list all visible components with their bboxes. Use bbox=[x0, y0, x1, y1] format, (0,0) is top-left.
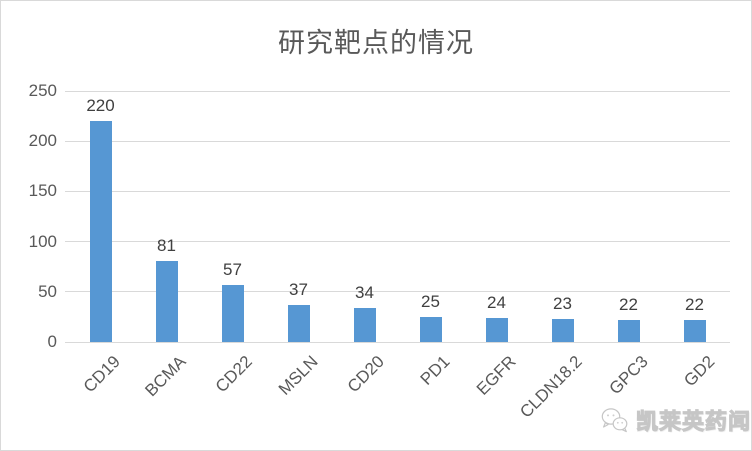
gridline bbox=[65, 140, 730, 142]
bar-value-label: 81 bbox=[157, 236, 176, 255]
watermark: 凯莱英药闻 bbox=[600, 404, 751, 436]
bar bbox=[89, 121, 112, 342]
bar bbox=[485, 318, 508, 342]
bar-value-label: 25 bbox=[421, 292, 440, 311]
x-axis-category-label: GD2 bbox=[679, 352, 718, 391]
chart-title: 研究靶点的情况 bbox=[278, 28, 474, 58]
bar bbox=[617, 320, 640, 342]
bar-value-label: 57 bbox=[223, 260, 242, 279]
wechat-chat-bubbles-icon bbox=[601, 407, 628, 432]
bar bbox=[155, 261, 178, 342]
x-axis-category-label: MSLN bbox=[275, 352, 322, 399]
bar bbox=[221, 285, 244, 342]
bar bbox=[551, 319, 574, 342]
bar-value-label: 23 bbox=[553, 294, 572, 313]
gridline bbox=[65, 190, 730, 192]
y-axis-tick-label: 50 bbox=[38, 281, 57, 301]
x-axis-category-label: BCMA bbox=[141, 352, 190, 401]
y-axis-tick-label: 150 bbox=[28, 181, 57, 201]
gridline bbox=[65, 291, 730, 293]
x-axis-category-label: CD22 bbox=[211, 352, 256, 397]
y-axis-tick-label: 250 bbox=[28, 81, 57, 100]
bar-value-label: 220 bbox=[86, 96, 115, 115]
x-axis-category-label: CLDN18.2 bbox=[516, 352, 586, 422]
x-axis-category-label: GPC3 bbox=[605, 352, 652, 399]
bar bbox=[683, 320, 706, 342]
bar bbox=[353, 308, 376, 342]
bar bbox=[419, 317, 442, 342]
bar-value-label: 34 bbox=[355, 283, 374, 302]
bar-value-label: 22 bbox=[619, 295, 638, 314]
bar bbox=[287, 305, 310, 342]
y-axis-tick-label: 200 bbox=[28, 131, 57, 151]
y-axis-tick-label: 100 bbox=[28, 231, 57, 251]
bar-value-label: 24 bbox=[487, 293, 506, 312]
y-axis-tick-label: 0 bbox=[47, 332, 57, 351]
x-axis-category-label: CD20 bbox=[343, 352, 388, 397]
x-axis-category-label: CD19 bbox=[79, 352, 124, 397]
bar-value-label: 37 bbox=[289, 280, 308, 299]
x-axis-category-label: EGFR bbox=[473, 352, 520, 399]
gridline bbox=[65, 90, 730, 92]
bar-value-label: 22 bbox=[685, 295, 704, 314]
gridline bbox=[65, 241, 730, 243]
gridline bbox=[65, 341, 730, 343]
watermark-text: 凯莱英药闻 bbox=[635, 409, 752, 435]
x-axis-category-label: PD1 bbox=[417, 352, 454, 389]
